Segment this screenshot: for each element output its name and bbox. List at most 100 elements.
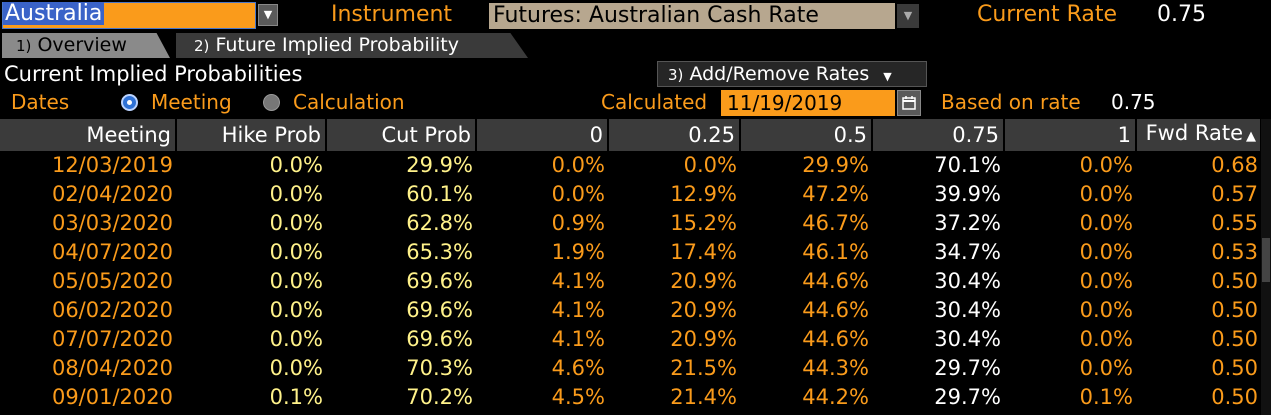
cell-rate-0-75: 34.7% [934, 240, 1001, 264]
table-row[interactable]: 04/07/2020 0.0% 65.3% 1.9% 17.4% 46.1% 34.7% 0.… [0, 238, 1261, 267]
table-header-row: Meeting Hike Prob Cut Prob 0 0.25 0.5 0.… [0, 119, 1262, 151]
country-value[interactable]: Australia [3, 1, 105, 26]
cell-rate-0: 0.9% [551, 211, 605, 235]
instrument-field[interactable]: Futures: Australian Cash Rate [489, 3, 895, 29]
table-row[interactable]: 12/03/2019 0.0% 29.9% 0.0% 0.0% 29.9% 70.1% 0.0… [0, 151, 1261, 180]
calendar-icon[interactable] [897, 90, 921, 116]
cell-rate-1: 0.0% [1079, 153, 1133, 177]
cell-rate-0-25: 20.9% [670, 298, 737, 322]
cell-rate-1: 0.0% [1079, 240, 1133, 264]
cell-rate-0-75: 30.4% [934, 298, 1001, 322]
meeting-radio[interactable] [121, 94, 138, 111]
cell-meeting-date[interactable]: 08/04/2020 [51, 356, 173, 380]
cell-cut-prob: 65.3% [406, 240, 473, 264]
cell-meeting-date[interactable]: 06/02/2020 [51, 298, 173, 322]
col-header-rate-0-75[interactable]: 0.75 [872, 119, 1005, 151]
table-row[interactable]: 07/07/2020 0.0% 69.6% 4.1% 20.9% 44.6% 30.4% 0.… [0, 325, 1261, 354]
calculated-date-input[interactable]: 11/19/2019 [721, 90, 895, 116]
tab-fip-label: Future Implied Probability [215, 34, 459, 56]
table-row[interactable]: 03/03/2020 0.0% 62.8% 0.9% 15.2% 46.7% 37.2% 0.… [0, 209, 1261, 238]
table-row[interactable]: 09/01/2020 0.1% 70.2% 4.5% 21.4% 44.2% 29.7% 0.… [0, 383, 1261, 412]
cell-meeting-date[interactable]: 04/07/2020 [51, 240, 173, 264]
cell-rate-0-25: 20.9% [670, 269, 737, 293]
cell-meeting-date[interactable]: 12/03/2019 [51, 153, 173, 177]
cell-rate-0-75: 30.4% [934, 327, 1001, 351]
cell-rate-0-5: 29.9% [802, 153, 869, 177]
table-row[interactable]: 06/02/2020 0.0% 69.6% 4.1% 20.9% 44.6% 30.4% 0.… [0, 296, 1261, 325]
cell-rate-0-25: 20.9% [670, 327, 737, 351]
tab-overview[interactable]: 1) Overview [2, 33, 170, 58]
col-header-rate-0[interactable]: 0 [476, 119, 609, 151]
cell-rate-1: 0.0% [1079, 327, 1133, 351]
cell-meeting-date[interactable]: 09/01/2020 [51, 385, 173, 409]
col-header-fwd-rate[interactable]: Fwd Rate ▲ [1136, 119, 1262, 151]
cell-fwd-rate: 0.50 [1211, 356, 1258, 380]
tab-fip-number: 2) [194, 37, 210, 55]
add-remove-number: 3) [668, 66, 684, 84]
col-header-cut-prob[interactable]: Cut Prob [326, 119, 477, 151]
cell-rate-0: 0.0% [551, 153, 605, 177]
based-on-rate-value: 0.75 [1111, 90, 1156, 114]
col-header-meeting[interactable]: Meeting [0, 119, 177, 151]
cell-fwd-rate: 0.57 [1211, 182, 1258, 206]
col-header-hike-prob[interactable]: Hike Prob [176, 119, 327, 151]
country-dropdown-chevron-icon[interactable]: ▼ [258, 4, 278, 26]
cell-cut-prob: 60.1% [406, 182, 473, 206]
col-header-rate-1[interactable]: 1 [1004, 119, 1137, 151]
cell-hike-prob: 0.0% [269, 240, 323, 264]
col-header-rate-0-25[interactable]: 0.25 [608, 119, 741, 151]
cell-hike-prob: 0.0% [269, 327, 323, 351]
calculation-radio-label[interactable]: Calculation [293, 90, 405, 114]
add-remove-chevron-icon: ▼ [883, 70, 892, 83]
cell-fwd-rate: 0.68 [1211, 153, 1258, 177]
meeting-radio-label[interactable]: Meeting [151, 90, 232, 114]
cell-rate-1: 0.0% [1079, 356, 1133, 380]
col-header-rate-0-5[interactable]: 0.5 [740, 119, 873, 151]
cell-meeting-date[interactable]: 07/07/2020 [51, 327, 173, 351]
scrollbar-thumb[interactable] [1262, 238, 1270, 282]
cell-fwd-rate: 0.50 [1211, 385, 1258, 409]
cell-fwd-rate: 0.55 [1211, 211, 1258, 235]
cell-hike-prob: 0.1% [269, 385, 323, 409]
cell-rate-0-75: 29.7% [934, 385, 1001, 409]
calculation-radio[interactable] [263, 94, 280, 111]
sort-arrow-icon: ▲ [1246, 129, 1256, 144]
cell-cut-prob: 62.8% [406, 211, 473, 235]
dates-label: Dates [11, 90, 70, 114]
cell-cut-prob: 70.2% [406, 385, 473, 409]
cell-rate-0-5: 44.2% [802, 385, 869, 409]
cell-rate-0-25: 21.4% [670, 385, 737, 409]
cell-rate-0: 0.0% [551, 182, 605, 206]
cell-cut-prob: 70.3% [406, 356, 473, 380]
cell-meeting-date[interactable]: 02/04/2020 [51, 182, 173, 206]
add-remove-label: Add/Remove Rates [689, 63, 870, 85]
cell-hike-prob: 0.0% [269, 298, 323, 322]
table-row[interactable]: 05/05/2020 0.0% 69.6% 4.1% 20.9% 44.6% 30.4% 0.… [0, 267, 1261, 296]
cell-rate-0-75: 39.9% [934, 182, 1001, 206]
cell-hike-prob: 0.0% [269, 269, 323, 293]
cell-meeting-date[interactable]: 03/03/2020 [51, 211, 173, 235]
table-row[interactable]: 02/04/2020 0.0% 60.1% 0.0% 12.9% 47.2% 39.9% 0.… [0, 180, 1261, 209]
cell-fwd-rate: 0.53 [1211, 240, 1258, 264]
cell-rate-0-25: 21.5% [670, 356, 737, 380]
fwd-rate-header-label: Fwd Rate [1145, 121, 1243, 145]
cell-fwd-rate: 0.50 [1211, 298, 1258, 322]
tab-future-implied-probability[interactable]: 2) Future Implied Probability [176, 33, 528, 58]
based-on-rate-label: Based on rate [941, 90, 1081, 114]
table-row[interactable]: 08/04/2020 0.0% 70.3% 4.6% 21.5% 44.3% 29.7% 0.… [0, 354, 1261, 383]
section-title: Current Implied Probabilities [4, 62, 303, 86]
cell-meeting-date[interactable]: 05/05/2020 [51, 269, 173, 293]
cell-rate-0-25: 0.0% [683, 153, 737, 177]
cell-rate-0-75: 30.4% [934, 269, 1001, 293]
cell-hike-prob: 0.0% [269, 153, 323, 177]
add-remove-rates-button[interactable]: 3) Add/Remove Rates ▼ [657, 61, 927, 87]
instrument-dropdown-chevron-icon[interactable]: ▼ [897, 4, 919, 28]
cell-cut-prob: 69.6% [406, 298, 473, 322]
cell-rate-0-25: 17.4% [670, 240, 737, 264]
cell-hike-prob: 0.0% [269, 182, 323, 206]
cell-rate-0: 4.5% [551, 385, 605, 409]
cell-fwd-rate: 0.50 [1211, 269, 1258, 293]
cell-rate-0: 4.1% [551, 327, 605, 351]
cell-rate-0-5: 44.6% [802, 298, 869, 322]
cell-rate-0: 1.9% [551, 240, 605, 264]
